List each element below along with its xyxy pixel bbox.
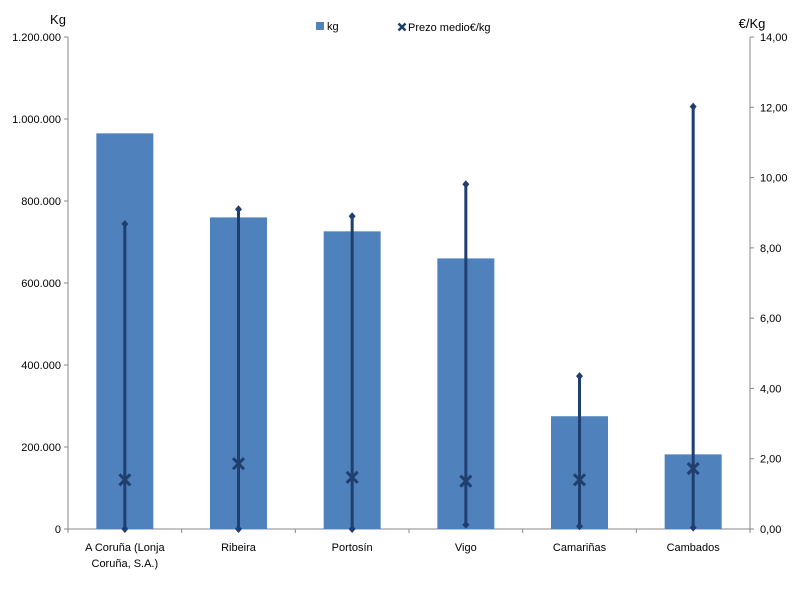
right-axis-title: €/Kg xyxy=(739,16,766,31)
price-mean-stroke xyxy=(345,470,359,484)
price-mean-marker xyxy=(231,457,246,471)
price-min-marker xyxy=(689,523,697,532)
price-min-marker xyxy=(462,520,470,529)
left-tick-label: 400.000 xyxy=(21,360,61,372)
left-axis-ticks: 0 200.000 400.000 600.000 800.000 1.000.000 1.… xyxy=(12,32,751,536)
price-mean-stroke xyxy=(572,473,587,487)
x-tick-label: Camariñas xyxy=(553,542,607,554)
x-tick-label-line: Cambados xyxy=(667,542,721,554)
x-tick-label-line: Ribeira xyxy=(221,542,257,554)
x-tick-label: A Coruña (Lonja Coruña, S.A.) xyxy=(85,542,165,570)
price-mean-marker xyxy=(118,473,132,487)
price-mean-marker xyxy=(686,461,700,476)
price-max-marker xyxy=(576,372,583,381)
price-max-marker xyxy=(121,219,129,228)
left-axis-title: Kg xyxy=(50,12,66,27)
price-min-marker xyxy=(348,525,356,533)
price-mean-marker xyxy=(345,470,359,484)
price-min-marker xyxy=(576,522,583,531)
left-tick-label: 1.000.000 xyxy=(12,114,61,126)
x-tick-label-line: Portosín xyxy=(332,542,373,554)
left-tick-label: 800.000 xyxy=(21,196,61,208)
legend: kg Prezo medio€/kg xyxy=(316,21,491,34)
left-tick-label: 0 xyxy=(55,524,61,536)
left-tick-label: 200.000 xyxy=(21,442,61,454)
bar-series-kg xyxy=(96,133,722,529)
right-tick-label: 2,00 xyxy=(760,454,781,466)
legend-swatch-kg xyxy=(316,22,324,30)
x-tick-label-line: Vigo xyxy=(455,542,477,554)
x-tick-label: Ribeira xyxy=(221,542,257,554)
price-mean-stroke xyxy=(231,457,246,471)
price-min-marker xyxy=(235,525,242,533)
right-axis-ticks: 0,00 2,00 4,00 6,00 8,00 10,00 12,00 14,00 xyxy=(750,32,788,536)
x-tick-label-line: Coruña, S.A.) xyxy=(92,558,159,570)
price-series xyxy=(118,102,700,533)
price-mean-stroke xyxy=(459,474,473,488)
price-max-marker xyxy=(348,212,356,221)
right-tick-label: 10,00 xyxy=(760,173,788,185)
right-tick-label: 6,00 xyxy=(760,313,781,325)
price-max-marker xyxy=(462,180,470,189)
x-tick-label: Cambados xyxy=(667,542,721,554)
price-mean-stroke xyxy=(686,461,700,476)
legend-label-price: Prezo medio€/kg xyxy=(408,22,491,34)
price-max-marker xyxy=(235,205,242,214)
price-min-marker xyxy=(121,525,129,533)
x-tick-label: Vigo xyxy=(455,542,477,554)
right-tick-label: 14,00 xyxy=(760,32,788,44)
right-tick-label: 8,00 xyxy=(760,243,781,255)
price-mean-stroke xyxy=(118,473,132,487)
x-tick-label: Portosín xyxy=(332,542,373,554)
legend-swatch-price xyxy=(397,22,407,32)
legend-label-kg: kg xyxy=(327,21,339,33)
left-tick-label: 1.200.000 xyxy=(12,32,61,44)
right-tick-label: 4,00 xyxy=(760,383,781,395)
right-tick-label: 12,00 xyxy=(760,102,788,114)
price-mean-marker xyxy=(459,474,473,488)
right-tick-label: 0,00 xyxy=(760,524,781,536)
x-tick-label-line: A Coruña (Lonja xyxy=(85,542,165,554)
left-tick-label: 600.000 xyxy=(21,278,61,290)
x-tick-label-line: Camariñas xyxy=(553,542,607,554)
price-mean-marker xyxy=(572,473,587,487)
x-axis-labels: A Coruña (Lonja Coruña, S.A.) Ribeira Porto… xyxy=(85,542,720,570)
price-max-marker xyxy=(689,102,697,111)
